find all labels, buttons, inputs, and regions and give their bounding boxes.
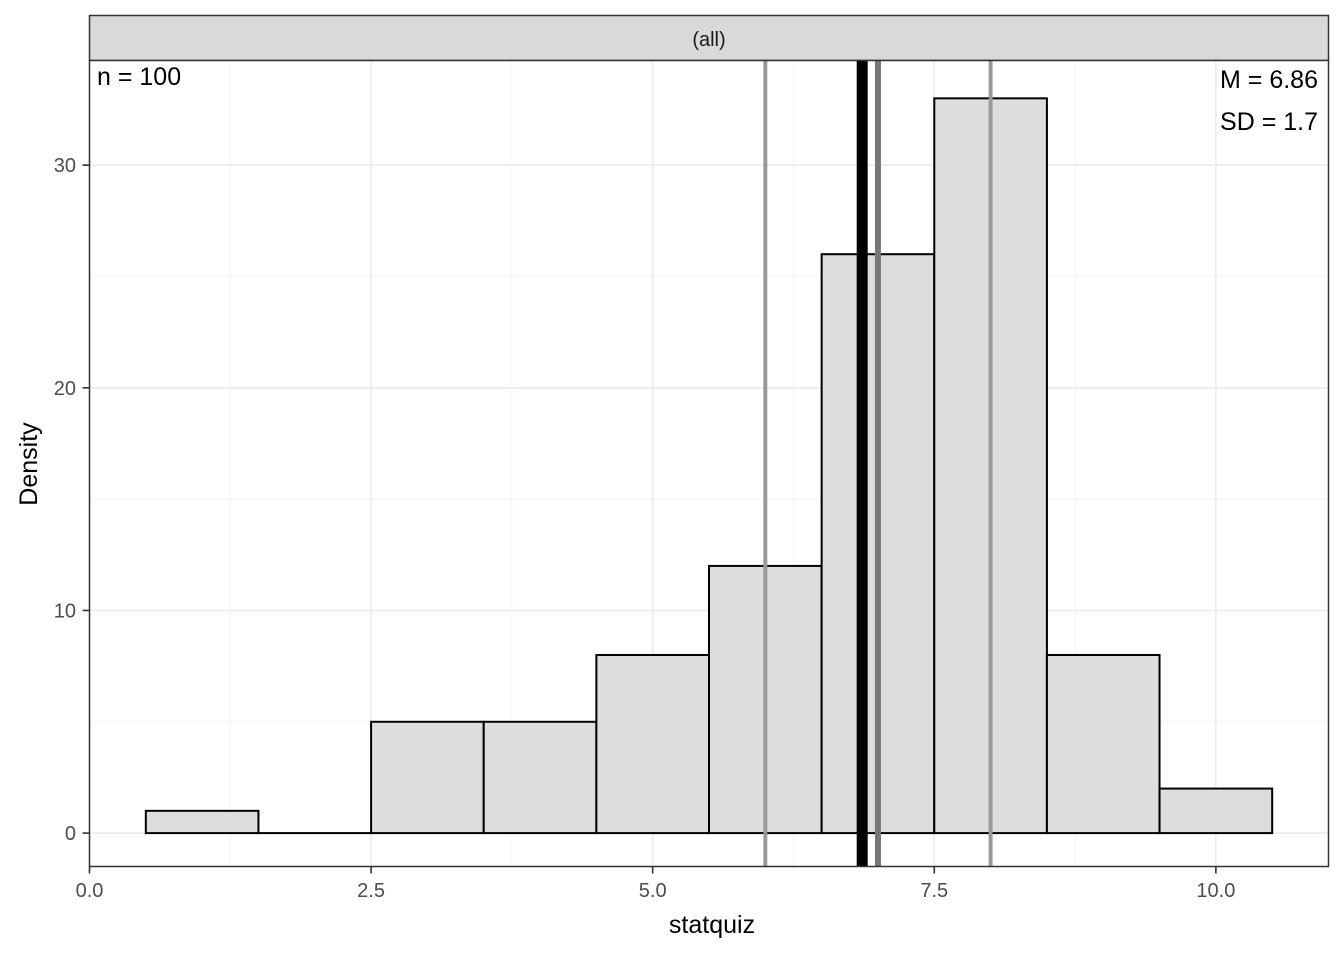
facet-strip xyxy=(88,14,1330,62)
y-tick-label: 0 xyxy=(65,823,76,845)
reference-lines xyxy=(763,60,993,867)
x-axis-title: statquiz xyxy=(669,911,755,939)
histogram-bar xyxy=(482,720,598,835)
y-tick-label: 20 xyxy=(54,378,76,400)
y-tick-label: 30 xyxy=(54,155,76,177)
x-tick-label: 5.0 xyxy=(639,880,667,902)
x-tick-label: 7.5 xyxy=(920,880,948,902)
y-tick-label: 10 xyxy=(54,600,76,622)
histogram-bar xyxy=(370,720,485,835)
x-tick-label: 0.0 xyxy=(76,880,104,902)
x-tick-label: 10.0 xyxy=(1196,880,1235,902)
y-axis-ticks: 0 10 20 30 xyxy=(54,155,90,845)
histogram-bar xyxy=(1045,653,1161,835)
sample-size-annotation: n = 100 xyxy=(97,63,181,91)
y-axis-title: Density xyxy=(15,422,43,506)
facet-strip-label: (all) xyxy=(692,29,725,51)
mean-annotation: M = 6.86 xyxy=(1220,66,1318,94)
sd-annotation: SD = 1.7 xyxy=(1220,108,1318,136)
plot-panel-border xyxy=(88,59,1330,868)
x-tick-label: 2.5 xyxy=(357,880,385,902)
histogram-bar xyxy=(595,653,711,835)
histogram-bar xyxy=(144,809,260,835)
x-axis-ticks: 0.0 2.5 5.0 7.5 10.0 xyxy=(76,866,1235,902)
histogram-bar xyxy=(1158,787,1274,835)
